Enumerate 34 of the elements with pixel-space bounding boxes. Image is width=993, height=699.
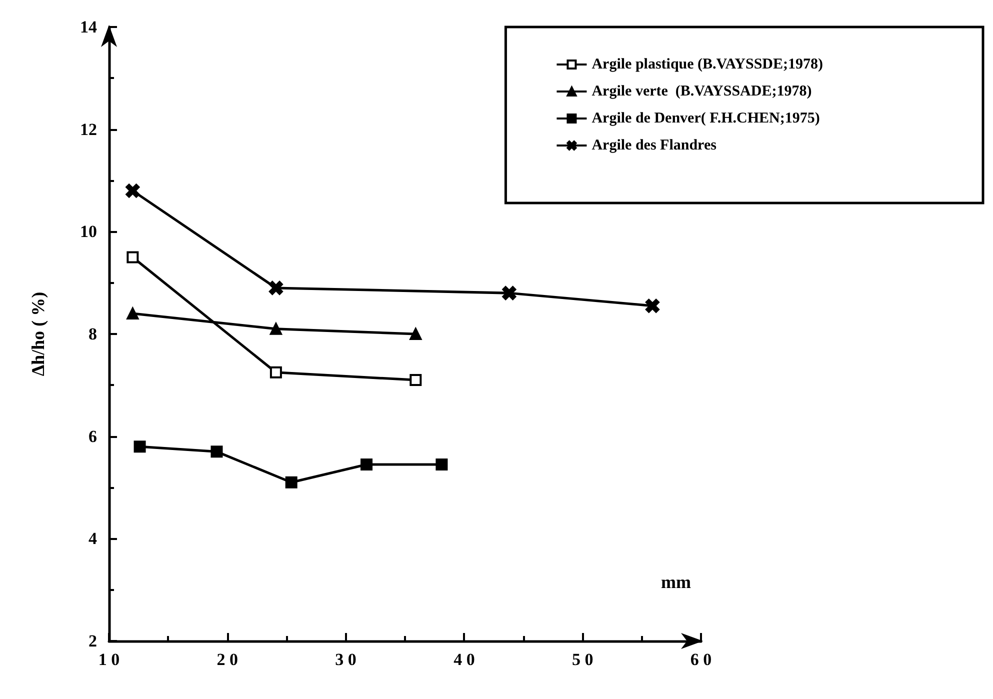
x-tick-label: 5 0: [572, 650, 594, 669]
legend-label: Argile des Flandres: [592, 138, 717, 154]
x-tick-label: 2 0: [216, 650, 238, 669]
legend-label: Argile verte (B.VAYSSADE;1978): [592, 84, 812, 100]
x-tick-label: 4 0: [454, 650, 475, 669]
point: [502, 286, 516, 300]
y-axis-title: Δh/ho ( %): [28, 292, 48, 376]
y-tick-label: 2: [88, 632, 97, 650]
x-tick-label: 1 0: [98, 650, 120, 669]
point: [436, 458, 448, 470]
point: [134, 440, 146, 453]
point: [360, 458, 373, 470]
y-tick-label: 14: [80, 18, 98, 36]
point: [268, 280, 283, 295]
y-tick-label: 10: [80, 222, 97, 242]
point: [645, 298, 660, 313]
y-tick-label: 6: [88, 426, 97, 446]
point: [126, 308, 139, 320]
x-tick-label: 3 0: [335, 650, 356, 669]
point: [285, 476, 298, 488]
point: [270, 322, 282, 335]
x-tick-label: 6 0: [690, 650, 712, 669]
y-tick-label: 8: [88, 324, 97, 344]
legend-label: Argile plastique (B.VAYSSDE;1978): [592, 56, 824, 72]
legend-label: Argile de Denver( F.H.CHEN;1975): [592, 110, 820, 126]
y-tick-label: 4: [88, 529, 98, 548]
point: [410, 328, 422, 340]
point: [410, 374, 422, 386]
point: [126, 184, 140, 198]
point: [126, 251, 139, 264]
x-axis-title: mm: [661, 572, 691, 592]
y-tick-label: 12: [80, 120, 97, 139]
point: [270, 366, 282, 378]
point: [210, 446, 223, 458]
